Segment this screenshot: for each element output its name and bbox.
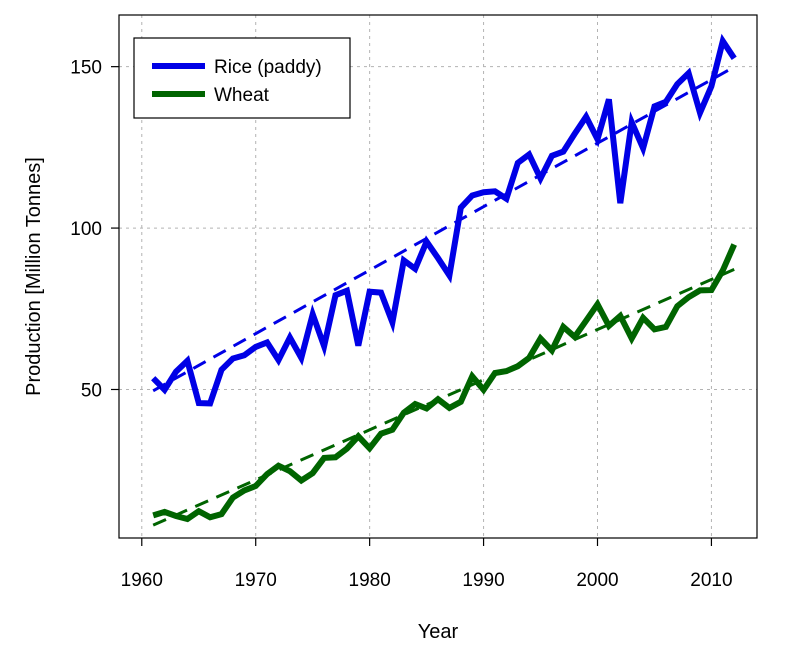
y-tick-label-100: 100: [70, 219, 102, 240]
x-tick-label-2010: 2010: [690, 570, 732, 591]
series-lines: [151, 33, 737, 523]
trend-lines: [152, 65, 735, 527]
y-axis: 50 100 150: [70, 58, 119, 401]
x-tick-label-2000: 2000: [576, 570, 618, 591]
plot-frame: [118, 14, 758, 539]
y-tick-label-50: 50: [81, 380, 102, 401]
y-tick-label-150: 150: [70, 58, 102, 79]
x-axis: 1960 1970 1980 1990 2000 2010: [121, 538, 733, 591]
series-line-0: [151, 33, 737, 407]
y-axis-label: Production [Million Tonnes]: [23, 157, 45, 396]
x-axis-label: Year: [418, 621, 459, 643]
x-tick-label-1970: 1970: [235, 570, 277, 591]
x-tick-label-1960: 1960: [121, 570, 163, 591]
x-tick-label-1980: 1980: [349, 570, 391, 591]
series-line-1: [152, 243, 737, 523]
trend-line-0: [152, 65, 735, 393]
trend-line-1: [152, 268, 735, 527]
x-tick-label-1990: 1990: [462, 570, 504, 591]
legend-label-rice: Rice (paddy): [214, 57, 322, 78]
legend-box: [133, 37, 351, 119]
legend-label-wheat: Wheat: [214, 85, 270, 106]
legend: Rice (paddy) Wheat: [133, 37, 351, 119]
